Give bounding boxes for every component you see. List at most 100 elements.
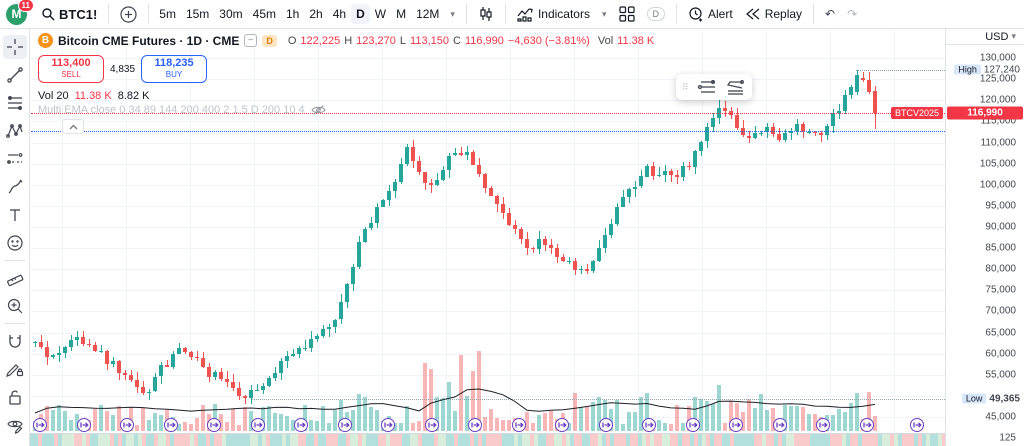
contract-event-marker[interactable] <box>642 418 656 432</box>
timeframe-dropdown[interactable]: ▾ <box>444 6 461 23</box>
pane2-column <box>686 434 690 446</box>
tool-brush[interactable] <box>3 175 27 199</box>
contract-event-marker[interactable] <box>164 418 178 432</box>
timeframe-45m[interactable]: 45m <box>252 7 276 21</box>
fib-lines-tool-icon[interactable] <box>696 76 718 98</box>
pane2-column <box>622 434 626 446</box>
tool-zoom-in[interactable] <box>3 294 27 318</box>
candle-wick <box>436 173 438 187</box>
candle <box>609 224 613 235</box>
pane-divider[interactable] <box>30 433 1024 434</box>
grid-line <box>62 29 63 433</box>
grid-line <box>30 374 945 376</box>
contract-event-marker[interactable] <box>512 418 526 432</box>
contract-event-marker[interactable] <box>773 418 787 432</box>
pane2-column <box>774 434 778 446</box>
collapse-legend-button[interactable] <box>62 119 84 134</box>
volume-bar <box>333 409 337 431</box>
tool-emoji[interactable] <box>3 231 27 255</box>
currency-selector[interactable]: USD ▾ <box>946 29 1024 45</box>
pane2-column <box>818 434 822 446</box>
eye-off-icon[interactable] <box>311 104 326 116</box>
pane2-column <box>522 434 526 446</box>
pane2-column <box>194 434 198 446</box>
contract-event-marker[interactable] <box>686 418 700 432</box>
tool-lock-drawings[interactable] <box>3 385 27 409</box>
candle <box>819 132 823 135</box>
alert-button[interactable]: Alert <box>682 3 739 25</box>
timeframe-30m[interactable]: 30m <box>219 7 243 21</box>
contract-event-marker[interactable] <box>860 418 874 432</box>
symbol-legend[interactable]: B Bitcoin CME Futures · 1D · CME – D O 12… <box>38 33 654 48</box>
drag-handle-icon[interactable]: ⠿ <box>682 81 690 92</box>
tool-measure[interactable] <box>3 266 27 290</box>
contract-event-marker[interactable] <box>338 418 352 432</box>
contract-event-marker[interactable] <box>77 418 91 432</box>
contract-event-marker[interactable] <box>425 418 439 432</box>
timeframe-M[interactable]: M <box>396 7 407 21</box>
chart-style-button[interactable] <box>472 3 500 25</box>
indicators-templates-dropdown[interactable]: ▾ <box>596 6 613 23</box>
timeframe-4h[interactable]: 4h <box>332 7 347 21</box>
floating-drawing-toolbar[interactable]: ⠿ <box>676 74 752 100</box>
volume-bar <box>849 403 853 431</box>
tool-crosshair[interactable] <box>2 35 27 59</box>
buy-button[interactable]: 118,235 BUY <box>141 55 208 83</box>
tool-trend-line[interactable] <box>3 63 27 87</box>
contract-event-marker[interactable] <box>555 418 569 432</box>
tool-fib-retracement[interactable] <box>3 91 27 115</box>
timeframe-W[interactable]: W <box>374 7 387 21</box>
legend-title[interactable]: Bitcoin CME Futures · 1D · CME <box>58 33 240 48</box>
pane2-column <box>166 434 170 446</box>
tool-long-position[interactable] <box>3 147 27 171</box>
price-axis[interactable]: USD ▾ 130,000 125,000 120,000 115,000 110,00… <box>945 29 1024 446</box>
sell-button[interactable]: 113,400 SELL <box>38 55 104 83</box>
pane2-column <box>270 434 274 446</box>
symbol-search-button[interactable]: BTC1! <box>35 4 103 25</box>
contract-event-marker[interactable] <box>816 418 830 432</box>
contract-event-marker[interactable] <box>251 418 265 432</box>
ema-indicator-legend[interactable]: Multi EMA close 0 34 89 144 200 400 2 1.… <box>38 104 326 116</box>
tool-text[interactable] <box>3 203 27 227</box>
timeframe-D[interactable]: D <box>351 4 370 24</box>
volume-bar <box>177 424 181 431</box>
undo-button[interactable]: ↶ <box>819 4 841 24</box>
compare-add-button[interactable] <box>114 3 143 26</box>
volume-bar <box>195 417 199 431</box>
replay-button[interactable]: Replay <box>739 4 808 24</box>
polyline-tool-icon[interactable] <box>724 76 746 98</box>
contract-event-marker[interactable] <box>910 418 924 432</box>
layout-grid-button[interactable] <box>613 3 641 25</box>
tool-hide-drawings[interactable] <box>3 413 27 437</box>
timeframe-2h[interactable]: 2h <box>309 7 323 21</box>
tool-magnet[interactable] <box>3 329 27 353</box>
contract-event-marker[interactable] <box>729 418 743 432</box>
pane2-column <box>730 434 734 446</box>
indicators-button[interactable]: Indicators <box>511 4 596 25</box>
contract-event-marker[interactable] <box>294 418 308 432</box>
contract-event-marker[interactable] <box>599 418 613 432</box>
candle <box>693 150 697 168</box>
volume-indicator-legend[interactable]: Vol 20 11.38 K 8.82 K <box>38 90 150 102</box>
contract-event-marker[interactable] <box>33 418 47 432</box>
contract-event-marker[interactable] <box>120 418 134 432</box>
contract-event-marker[interactable] <box>468 418 482 432</box>
pane2-column <box>134 434 138 446</box>
grid-line <box>30 142 945 144</box>
pane2-column <box>842 434 846 446</box>
source-toggle-badge[interactable]: – <box>244 34 258 47</box>
pane2-column <box>786 434 790 446</box>
candle <box>195 356 199 358</box>
contract-event-marker[interactable] <box>207 418 221 432</box>
timeframe-1h[interactable]: 1h <box>285 7 300 21</box>
timeframe-15m[interactable]: 15m <box>185 7 210 21</box>
layout-badge-button[interactable]: D <box>641 4 672 24</box>
user-avatar[interactable]: M 11 <box>6 0 34 25</box>
tool-xabcd-pattern[interactable] <box>3 119 27 143</box>
timeframe-5m[interactable]: 5m <box>159 7 176 21</box>
timeframe-12M[interactable]: 12M <box>416 7 440 21</box>
tool-stay-in-drawing-mode[interactable] <box>3 357 27 381</box>
redo-button[interactable]: ↷ <box>841 4 863 24</box>
contract-event-marker[interactable] <box>381 418 395 432</box>
